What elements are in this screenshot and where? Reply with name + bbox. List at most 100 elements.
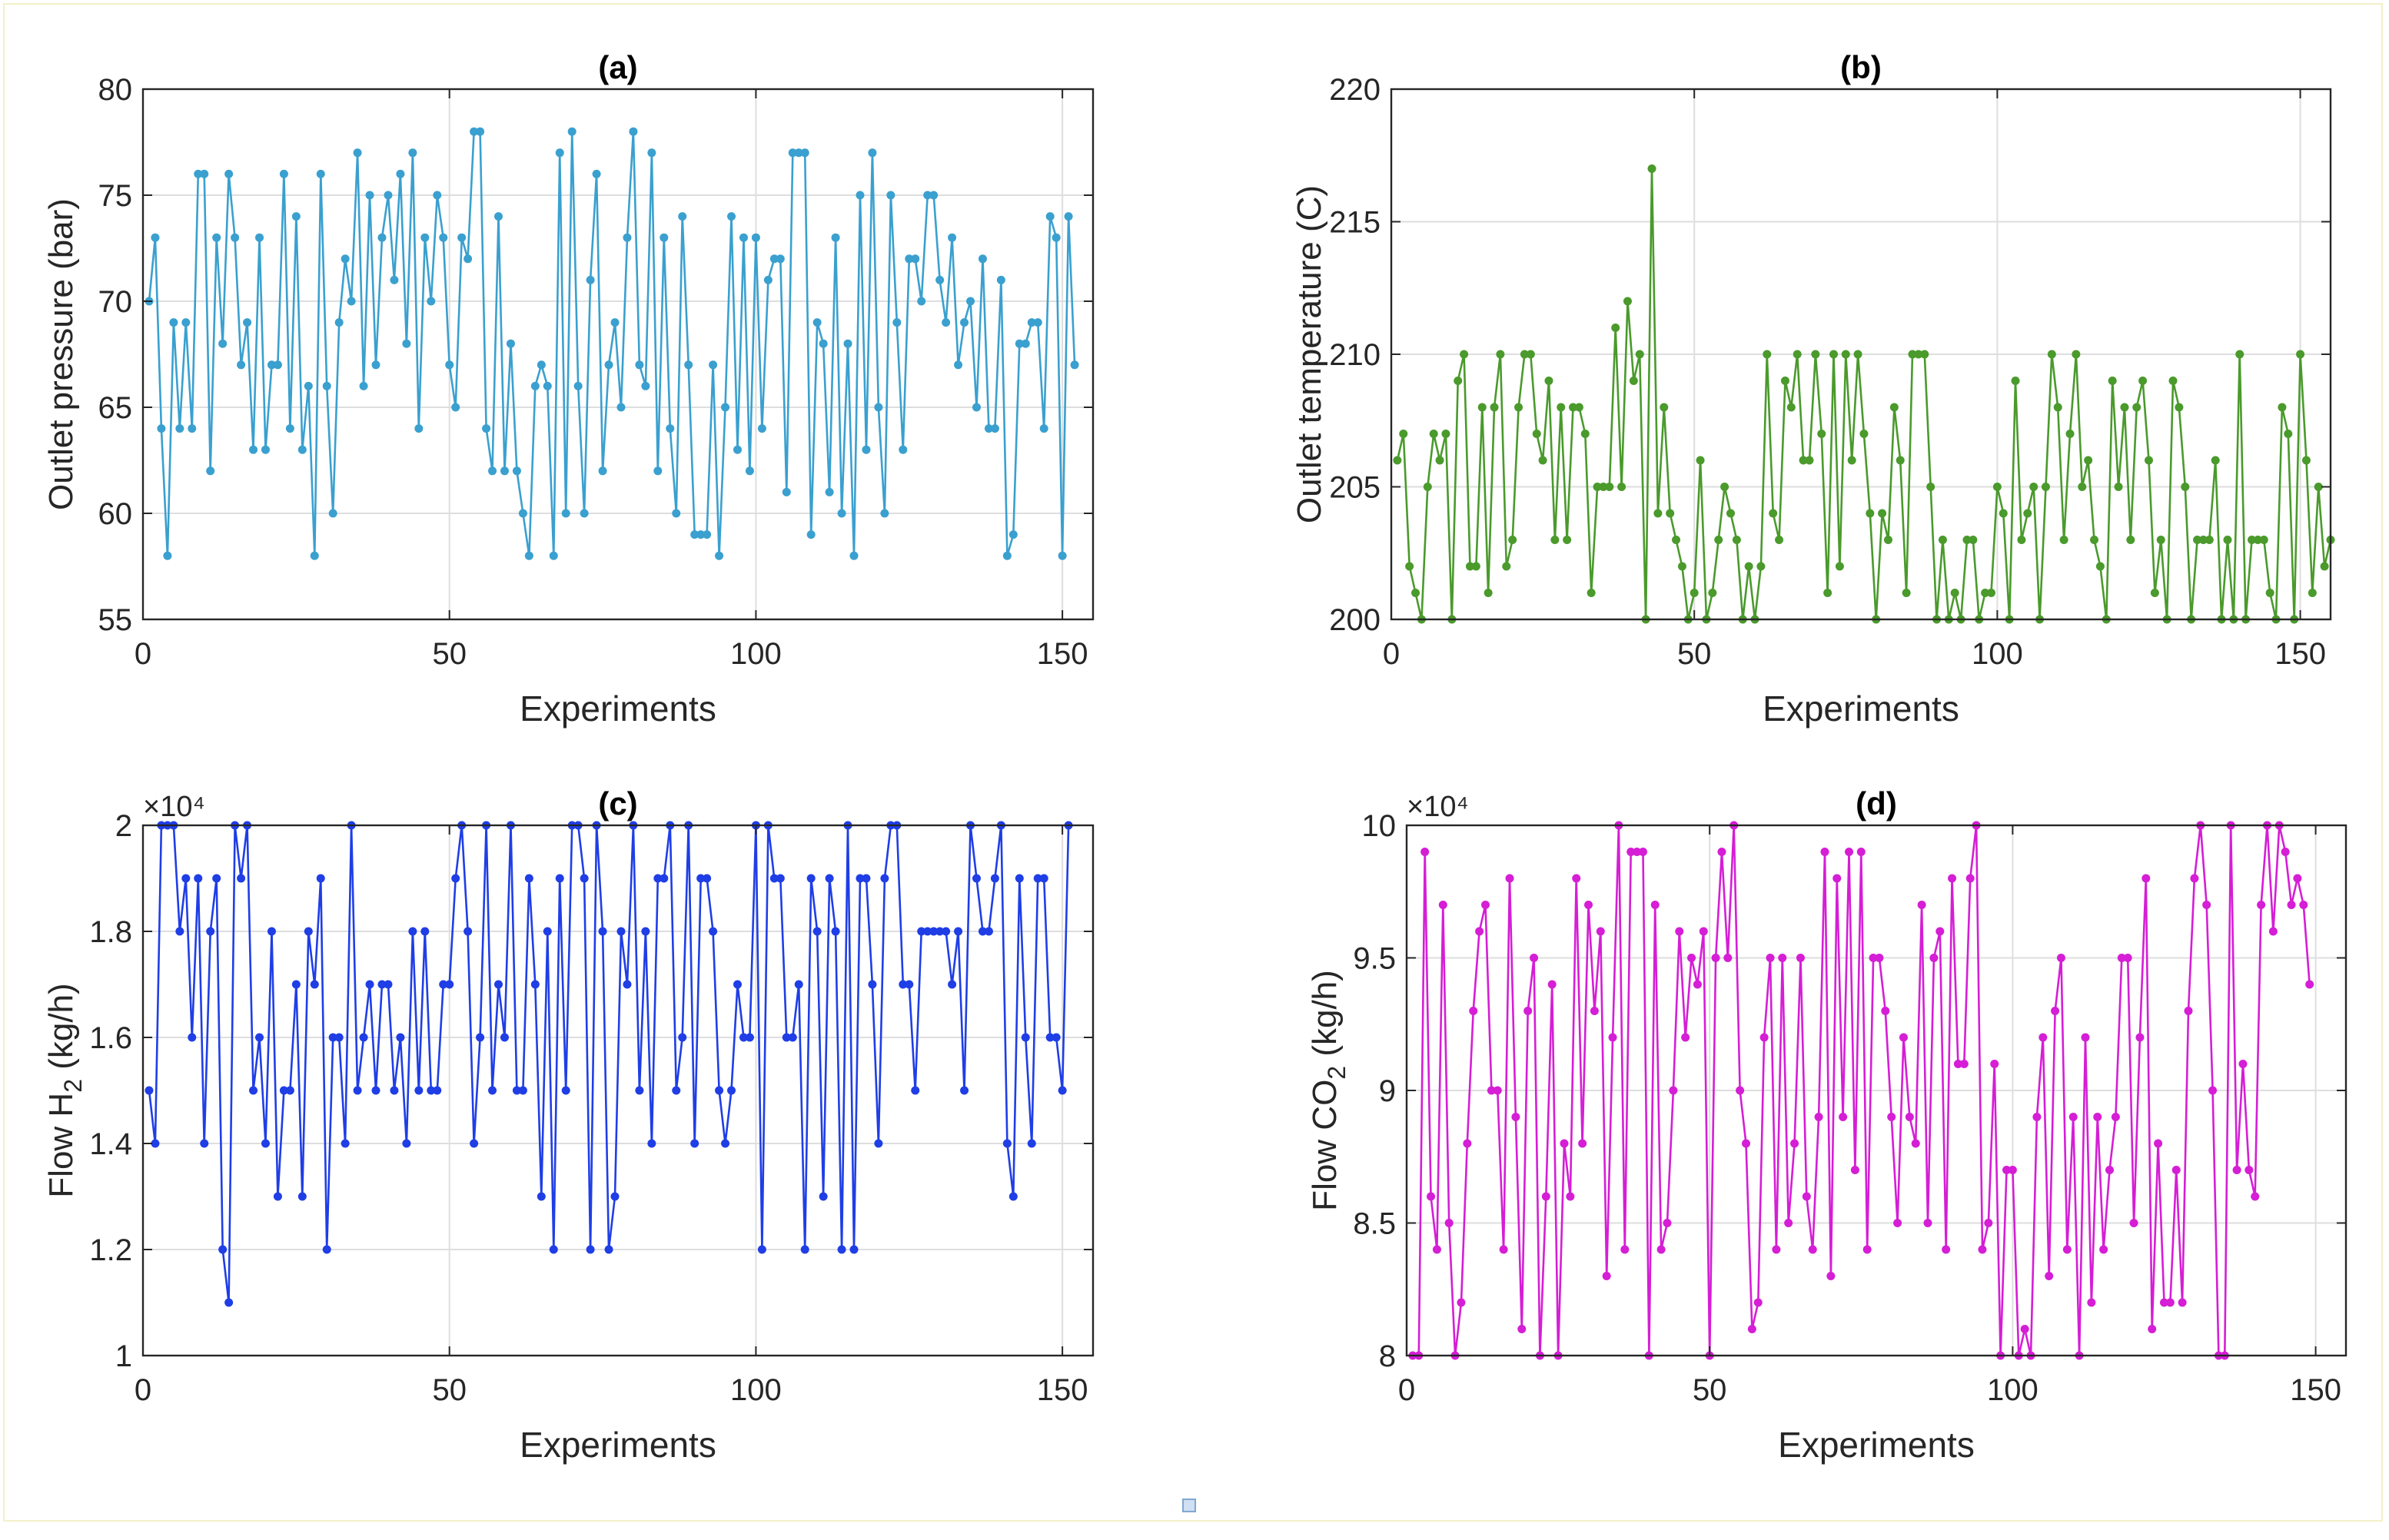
data-point	[1859, 430, 1869, 438]
chart-title: (b)	[1840, 49, 1882, 85]
data-point	[1484, 589, 1493, 597]
data-point	[978, 927, 987, 936]
y-tick-label: 8	[1379, 1339, 1396, 1373]
data-point	[1480, 901, 1490, 909]
data-point	[2150, 589, 2159, 597]
data-point	[1566, 1192, 1575, 1201]
data-point	[1015, 339, 1024, 348]
data-point	[990, 874, 999, 883]
data-point	[212, 233, 221, 242]
data-point	[543, 381, 552, 390]
x-tick-label: 0	[135, 1373, 151, 1407]
data-point	[1978, 1245, 1987, 1254]
data-point	[678, 212, 687, 221]
data-point	[905, 980, 914, 989]
data-point	[1887, 1113, 1896, 1121]
data-point	[310, 980, 319, 989]
data-point	[1526, 350, 1535, 359]
data-point	[1602, 1272, 1611, 1280]
data-point	[2117, 954, 2126, 962]
data-point	[1808, 1245, 1817, 1254]
x-tick-label: 150	[2290, 1373, 2341, 1407]
data-point	[1471, 562, 1480, 571]
data-point	[1070, 360, 1079, 370]
data-point	[353, 1086, 362, 1095]
data-point	[794, 148, 803, 158]
data-point	[390, 1086, 399, 1095]
data-point	[1454, 377, 1463, 385]
data-point	[1502, 562, 1511, 571]
data-point	[727, 1086, 736, 1095]
data-point	[2111, 1113, 2120, 1121]
data-point	[1948, 874, 1957, 883]
data-point	[1896, 456, 1905, 465]
data-point	[763, 275, 773, 284]
data-point	[690, 1139, 699, 1148]
data-point	[1650, 901, 1660, 909]
chart-c: 0 50 100 150 1 1.2 1.4 1.6 1.8 2 ×10⁴ (c) Experiment…	[42, 785, 1095, 1465]
data-point	[2253, 536, 2262, 544]
data-point	[1772, 1245, 1781, 1254]
data-point	[249, 1086, 258, 1095]
data-point	[1538, 456, 1547, 465]
data-point	[1432, 1245, 1441, 1254]
data-point	[316, 874, 325, 883]
data-point	[1741, 1139, 1750, 1148]
data-point	[856, 191, 865, 200]
data-point	[1557, 403, 1566, 412]
data-point	[420, 233, 430, 242]
data-point	[917, 297, 926, 306]
data-point	[1560, 1139, 1569, 1148]
data-point	[2138, 377, 2148, 385]
data-point	[1039, 424, 1048, 433]
data-point	[488, 1086, 497, 1095]
y-tick-label: 80	[98, 73, 133, 107]
data-point	[2171, 1166, 2181, 1174]
data-point	[727, 212, 736, 221]
data-point	[1908, 350, 1917, 359]
data-point	[776, 874, 785, 883]
data-point	[2301, 456, 2311, 465]
data-point	[439, 233, 448, 242]
y-tick-label: 9.5	[1353, 942, 1396, 976]
data-point	[2248, 536, 2257, 544]
data-point	[2129, 1219, 2138, 1227]
data-point	[1984, 1219, 1993, 1227]
data-point	[2135, 1033, 2145, 1042]
data-point	[745, 1033, 754, 1042]
data-point	[371, 1086, 380, 1095]
data-point	[151, 233, 160, 242]
data-point	[831, 927, 840, 936]
data-point	[2159, 1298, 2168, 1307]
data-point	[2265, 589, 2274, 597]
data-point	[1490, 403, 1499, 412]
data-point	[2175, 403, 2184, 412]
data-point	[408, 927, 417, 936]
data-point	[1580, 430, 1590, 438]
data-point	[917, 927, 926, 936]
data-point	[194, 169, 203, 178]
data-point	[1999, 509, 2008, 518]
data-point	[1744, 562, 1753, 571]
y-tick-label: 220	[1329, 73, 1381, 107]
data-point	[512, 466, 521, 476]
data-point	[414, 424, 424, 433]
data-point	[647, 148, 656, 158]
data-point	[2065, 430, 2075, 438]
data-point	[206, 927, 215, 936]
data-point	[1629, 377, 1638, 385]
data-point	[1460, 350, 1469, 359]
data-point	[1045, 212, 1055, 221]
data-point	[831, 233, 840, 242]
x-tick-label: 50	[432, 1373, 467, 1407]
data-point	[267, 360, 276, 370]
data-point	[1427, 1192, 1436, 1201]
data-point	[273, 360, 282, 370]
data-point	[2284, 430, 2293, 438]
data-point	[2002, 1166, 2012, 1174]
data-point	[261, 445, 270, 454]
data-point	[1578, 1139, 1587, 1148]
data-point	[445, 360, 454, 370]
data-point	[892, 318, 902, 327]
data-point	[2045, 1272, 2054, 1280]
